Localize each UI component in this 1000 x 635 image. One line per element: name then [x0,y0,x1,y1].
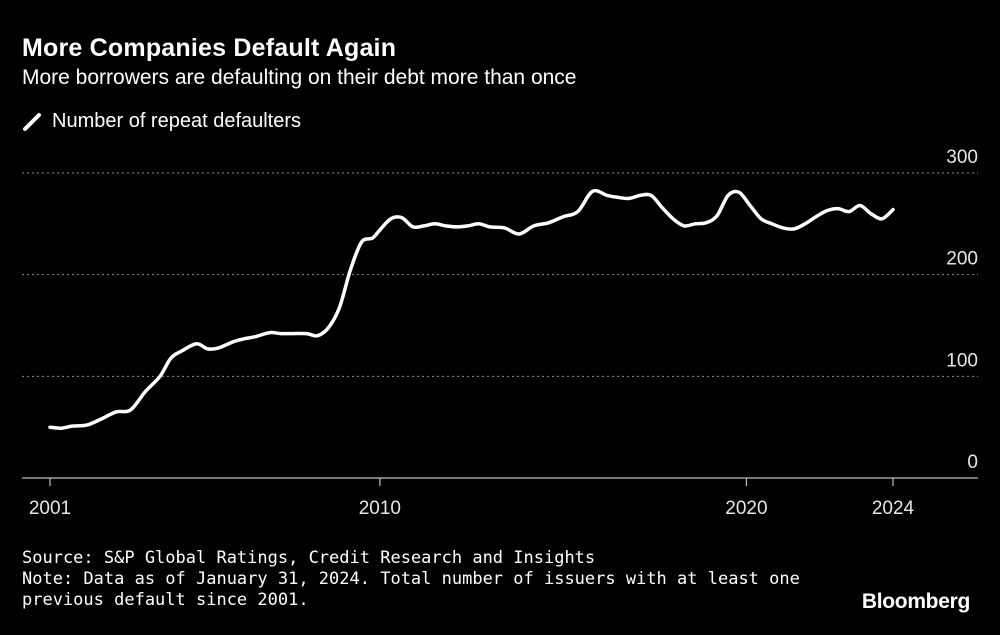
x-tick-label-2010: 2010 [359,498,401,519]
data-point-27 [378,228,382,232]
data-point-25 [360,240,363,244]
footer-notes: Source: S&P Global Ratings, Credit Resea… [22,548,800,611]
data-point-37 [488,225,491,229]
data-point-28 [389,217,393,220]
source-note: Source: S&P Global Ratings, Credit Resea… [22,548,596,568]
chart-subtitle: More borrowers are defaulting on their d… [22,66,577,89]
data-point-35 [466,224,469,228]
data-point-32 [433,222,436,225]
data-point-4 [100,417,103,421]
gridlines [22,172,978,377]
data-point-56 [726,194,730,197]
data-point-33 [444,224,447,228]
data-point-8 [158,375,162,378]
data-point-61 [781,226,785,230]
data-point-55 [715,214,719,217]
y-axis-labels: 0 100 200 300 [946,147,978,473]
data-point-19 [290,332,294,335]
data-point-1 [59,427,63,430]
data-point-26 [371,236,374,240]
data-point-17 [268,331,272,334]
line-swatch-icon [23,112,41,131]
data-point-66 [836,207,840,210]
data-point-63 [803,222,807,225]
data-point-42 [561,215,565,218]
data-point-70 [880,217,884,220]
data-point-3 [85,423,88,427]
data-point-54 [704,221,708,224]
data-point-9 [169,356,173,360]
data-point-14 [232,340,235,343]
chart-title: More Companies Default Again [22,34,397,62]
data-point-67 [847,210,851,213]
data-point-43 [576,210,579,213]
series-group [48,188,895,430]
data-point-48 [638,194,642,197]
legend: Number of repeat defaulters [22,110,301,133]
x-tick-label-2024: 2024 [872,498,915,519]
data-point-41 [547,221,550,224]
data-point-24 [349,268,352,271]
data-point-21 [316,334,319,337]
x-axis-labels: 2001 2010 2020 2024 [29,498,915,519]
data-point-47 [627,197,631,200]
note-line-1: Note: Data as of January 31, 2024. Total… [22,569,800,589]
data-point-49 [649,194,653,197]
data-point-68 [858,204,862,207]
data-point-36 [477,222,480,225]
data-point-20 [305,332,308,335]
data-point-40 [532,224,535,228]
data-point-52 [682,224,686,228]
data-point-22 [327,326,330,329]
data-point-11 [195,342,198,345]
x-tick-label-2001: 2001 [29,498,71,519]
data-point-18 [279,332,283,335]
bloomberg-logo: Bloomberg [861,590,970,613]
data-point-45 [605,194,609,197]
data-point-50 [660,206,664,209]
data-point-16 [254,335,257,338]
data-point-0 [48,426,52,429]
data-point-7 [144,390,147,393]
data-point-15 [243,337,246,340]
note-line-2: previous default since 2001. [22,590,309,610]
data-point-58 [748,204,752,207]
data-point-29 [400,216,404,219]
data-point-34 [455,225,458,229]
data-point-31 [422,224,426,228]
legend-label: Number of repeat defaulters [52,110,302,132]
data-point-46 [616,196,620,199]
data-point-39 [517,232,521,236]
x-axis [22,477,978,486]
data-point-69 [869,212,873,215]
data-point-62 [792,227,796,231]
data-point-10 [180,349,184,353]
y-tick-label-0: 0 [967,452,978,473]
data-point-6 [129,408,132,412]
data-point-30 [411,225,415,229]
data-point-60 [770,222,774,225]
data-point-5 [114,410,118,414]
data-point-65 [825,209,829,212]
data-point-44 [591,190,594,193]
x-tick-label-2020: 2020 [725,498,767,519]
data-point-51 [671,217,675,220]
y-tick-label-100: 100 [946,350,978,371]
y-tick-label-200: 200 [946,249,978,270]
data-point-57 [737,191,741,194]
data-point-53 [693,222,697,225]
data-point-71 [891,208,895,211]
series-line-repeat-defaulters [48,188,895,430]
data-point-59 [759,217,763,220]
data-point-23 [338,306,341,309]
data-point-12 [206,347,209,351]
data-point-13 [217,346,220,350]
data-point-64 [814,215,818,218]
data-point-2 [70,424,74,428]
data-point-38 [503,226,506,230]
y-tick-label-300: 300 [946,147,978,168]
